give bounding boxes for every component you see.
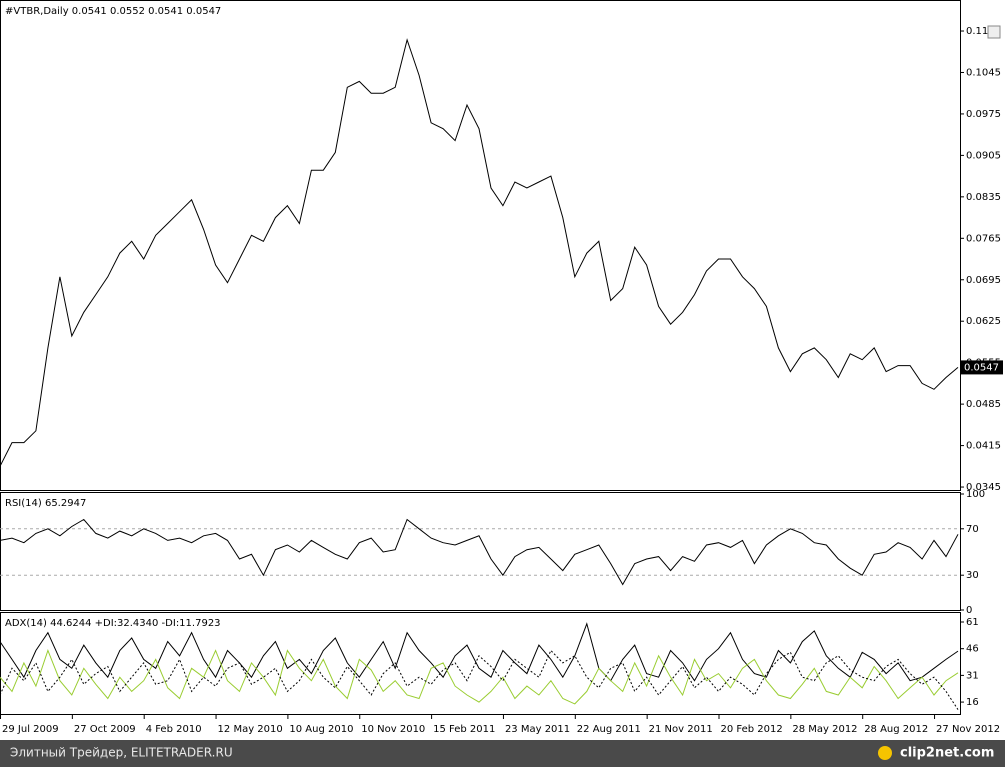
x-tick-label: 20 Feb 2012 — [721, 724, 783, 735]
last-price-label: 0.0547 — [964, 362, 999, 373]
series-line — [0, 649, 959, 705]
x-tick-label: 10 Aug 2010 — [289, 724, 353, 735]
x-tick-label: 23 May 2011 — [505, 724, 570, 735]
y-tick-label: 0.0905 — [966, 150, 1001, 161]
x-tick-label: 4 Feb 2010 — [146, 724, 202, 735]
y-tick-label: 0 — [966, 605, 972, 616]
y-tick-label: 0.0765 — [966, 233, 1001, 244]
y-tick-label: 0.0415 — [966, 441, 1001, 452]
series-line — [0, 622, 959, 682]
y-tick-label: 0.1115 — [966, 26, 1001, 37]
y-tick-label: 46 — [966, 644, 979, 655]
y-tick-label: 0.0975 — [966, 109, 1001, 120]
y-tick-label: 100 — [966, 489, 985, 500]
y-tick-label: 16 — [966, 697, 979, 708]
y-tick-label: 0.0485 — [966, 399, 1001, 410]
x-tick-label: 22 Aug 2011 — [577, 724, 641, 735]
x-tick-label: 27 Nov 2012 — [936, 724, 1000, 735]
x-tick-label: 12 May 2010 — [218, 724, 283, 735]
last-price-box — [961, 360, 1003, 375]
y-tick-label: 30 — [966, 570, 979, 581]
x-tick-label: 28 May 2012 — [792, 724, 857, 735]
y-tick-label: 31 — [966, 670, 979, 681]
y-tick-label: 0.1045 — [966, 67, 1001, 78]
panel-frame — [0, 492, 961, 611]
panel-frame — [0, 612, 961, 715]
logo-icon — [878, 746, 892, 760]
x-tick-label: 10 Nov 2010 — [361, 724, 425, 735]
background — [0, 0, 1005, 740]
y-tick-label: 0.0345 — [966, 482, 1001, 493]
y-tick-label: 0.0835 — [966, 192, 1001, 203]
panel-frame — [0, 0, 961, 491]
footer-bar — [0, 740, 1005, 767]
footer-caption: Элитный Трейдер, ELITETRADER.RU — [10, 746, 233, 760]
y-tick-label: 0.0695 — [966, 275, 1001, 286]
y-tick-label: 0.0625 — [966, 316, 1001, 327]
series-line — [0, 649, 959, 710]
footer-logo: clip2net.com — [900, 746, 994, 761]
panel-title: ADX(14) 44.6244 +DI:32.4340 -DI:11.7923 — [5, 618, 221, 629]
y-tick-label: 70 — [966, 524, 979, 535]
scroll-button — [987, 25, 1001, 39]
series-line — [0, 518, 959, 586]
panel-title: RSI(14) 65.2947 — [5, 498, 86, 509]
x-tick-label: 15 Feb 2011 — [433, 724, 495, 735]
y-tick-label: 61 — [966, 617, 979, 628]
series-line — [0, 38, 959, 467]
x-tick-label: 27 Oct 2009 — [74, 724, 136, 735]
x-tick-label: 29 Jul 2009 — [2, 724, 59, 735]
panel-title: #VTBR,Daily 0.0541 0.0552 0.0541 0.0547 — [5, 6, 221, 17]
x-tick-label: 28 Aug 2012 — [864, 724, 928, 735]
x-tick-label: 21 Nov 2011 — [649, 724, 713, 735]
